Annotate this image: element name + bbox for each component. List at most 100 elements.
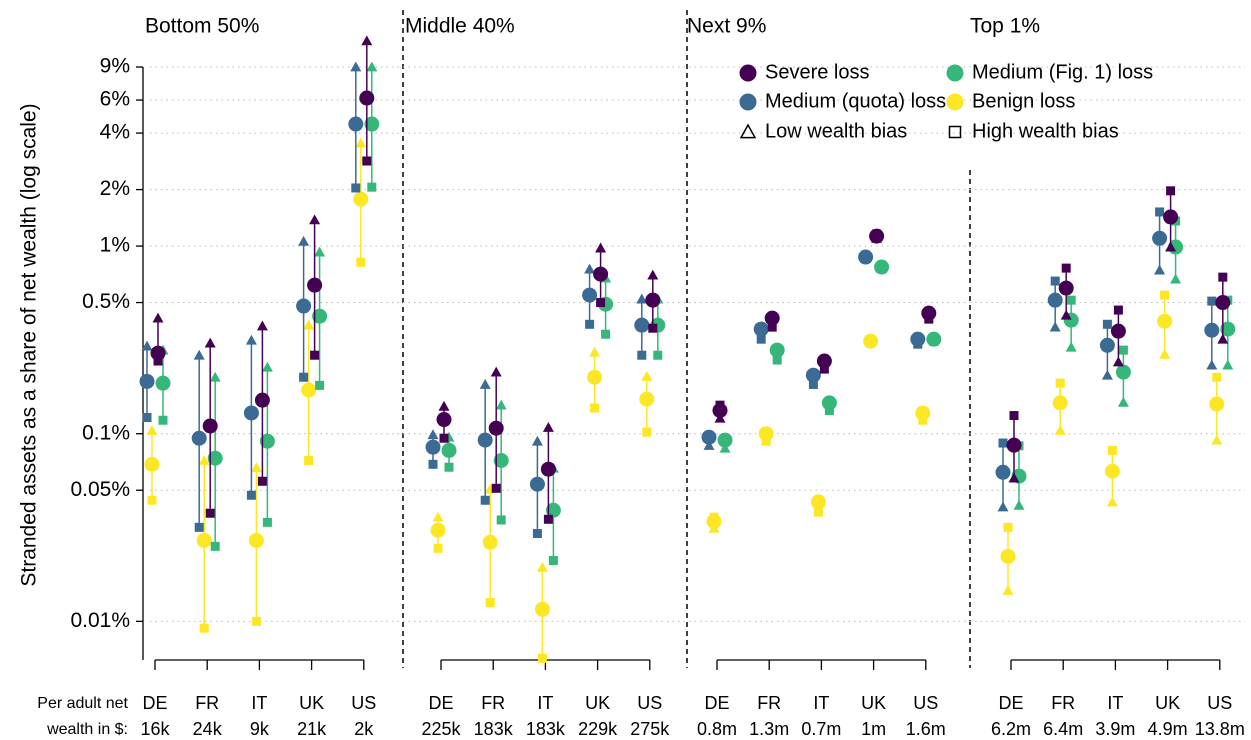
low-bias-marker: [584, 263, 596, 274]
wealth-label: 24k: [193, 719, 223, 739]
central-marker: [926, 331, 942, 347]
central-marker: [712, 402, 728, 418]
y-tick-label: 9%: [100, 55, 130, 78]
low-bias-marker: [1211, 434, 1223, 445]
high-bias-marker: [1003, 522, 1013, 532]
low-bias-marker: [595, 242, 607, 253]
low-bias-marker: [641, 370, 653, 381]
central-marker: [1163, 209, 1179, 225]
central-marker: [1115, 364, 1131, 380]
low-bias-marker: [209, 371, 221, 382]
central-marker: [1099, 337, 1115, 353]
low-bias-marker: [146, 425, 158, 435]
central-marker: [436, 412, 452, 428]
high-bias-marker: [251, 616, 261, 626]
low-bias-marker: [366, 61, 378, 72]
central-marker: [196, 532, 212, 548]
low-bias-marker: [432, 511, 444, 522]
central-marker: [869, 228, 885, 244]
x-tick-label: UK: [299, 693, 324, 713]
high-bias-marker: [637, 350, 647, 360]
central-marker: [144, 456, 160, 472]
wealth-label: 2k: [354, 719, 374, 739]
high-bias-marker: [433, 543, 443, 553]
high-bias-marker: [1118, 345, 1128, 355]
wealth-label: 3.9m: [1095, 719, 1135, 739]
wealth-label: 1.6m: [906, 719, 946, 739]
central-marker: [1000, 548, 1016, 564]
low-bias-marker: [1165, 241, 1177, 252]
high-bias-marker: [1009, 411, 1019, 421]
x-tick-label: US: [913, 693, 938, 713]
low-bias-marker: [250, 462, 262, 472]
high-bias-marker: [496, 515, 506, 525]
low-bias-marker: [193, 349, 205, 360]
high-bias-marker: [257, 476, 267, 486]
low-bias-marker: [309, 214, 321, 225]
low-bias-marker: [1002, 585, 1014, 595]
high-bias-marker: [205, 508, 215, 518]
low-bias-marker: [1206, 359, 1218, 370]
x-tick-label: IT: [251, 693, 267, 713]
low-bias-marker: [542, 421, 554, 432]
high-bias-marker: [1155, 207, 1165, 217]
y-tick-label: 0.05%: [70, 478, 130, 501]
low-bias-marker: [719, 442, 731, 453]
low-bias-marker: [1049, 321, 1061, 332]
central-marker: [645, 292, 661, 308]
x-tick-label: US: [1207, 693, 1232, 713]
high-bias-marker: [1212, 372, 1222, 382]
central-marker: [430, 522, 446, 538]
panel-title: Top 1%: [970, 15, 1040, 38]
central-marker: [155, 375, 171, 391]
high-bias-marker: [485, 598, 495, 608]
central-marker: [1220, 321, 1236, 337]
central-marker: [758, 426, 774, 442]
high-bias-marker: [142, 413, 152, 423]
wealth-label: 225k: [421, 719, 461, 739]
central-marker: [1157, 313, 1173, 329]
high-bias-marker: [1102, 319, 1112, 329]
low-bias-marker: [438, 400, 450, 411]
low-bias-marker: [427, 429, 439, 440]
wealth-label: 275k: [630, 719, 670, 739]
high-bias-marker: [367, 182, 377, 192]
central-marker: [1209, 396, 1225, 412]
x-tick-label: IT: [813, 693, 829, 713]
central-marker: [915, 405, 931, 421]
central-marker: [874, 259, 890, 275]
high-bias-marker: [1113, 305, 1123, 315]
high-bias-marker: [304, 455, 314, 465]
high-bias-marker: [147, 495, 157, 505]
high-bias-marker: [648, 323, 658, 333]
central-marker: [1104, 463, 1120, 479]
wealth-label: 1.3m: [749, 719, 789, 739]
x-tick-label: DE: [142, 693, 167, 713]
central-marker: [593, 266, 609, 282]
x-tick-label: FR: [195, 693, 219, 713]
high-bias-marker: [537, 653, 547, 663]
legend-marker: [946, 64, 964, 82]
y-tick-label: 6%: [100, 88, 130, 111]
central-marker: [425, 439, 441, 455]
x-tick-label: IT: [537, 693, 553, 713]
x-tick-label: DE: [428, 693, 453, 713]
legend-marker: [739, 93, 757, 111]
central-marker: [207, 450, 223, 466]
y-tick-label: 0.5%: [82, 290, 130, 313]
high-bias-marker: [199, 623, 209, 633]
wealth-label: 183k: [474, 719, 514, 739]
high-bias-marker: [590, 403, 600, 413]
central-marker: [259, 433, 275, 449]
low-bias-marker: [245, 334, 257, 345]
central-marker: [995, 464, 1011, 480]
legend-marker: [739, 123, 757, 139]
low-bias-marker: [261, 361, 273, 372]
panel-title: Next 9%: [687, 15, 766, 38]
low-bias-marker: [703, 439, 715, 450]
low-bias-marker: [1065, 341, 1077, 352]
low-bias-marker: [997, 501, 1009, 512]
legend-marker: [948, 125, 962, 139]
low-bias-marker: [1170, 273, 1182, 284]
x-tick-label: US: [637, 693, 662, 713]
